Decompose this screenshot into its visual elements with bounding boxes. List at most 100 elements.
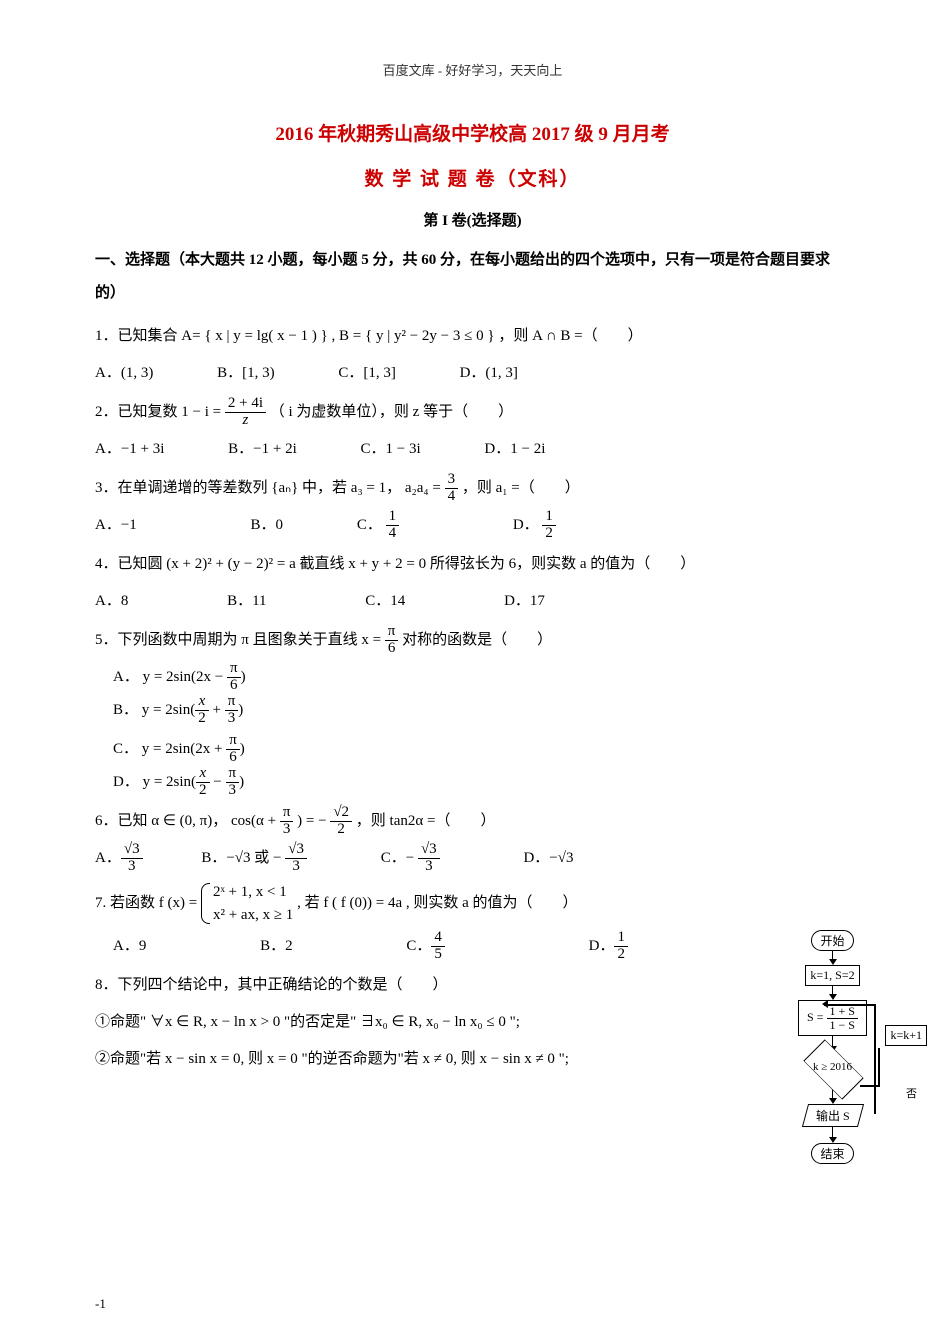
q5-B-d2: 3 — [225, 711, 239, 727]
question-1: 1．已知集合 A= { x | y = lg( x − 1 ) } , B = … — [95, 320, 850, 353]
question-4: 4．已知圆 (x + 2)² + (y − 2)² = a 截直线 x + y … — [95, 548, 850, 581]
fc-line — [832, 1036, 834, 1046]
q1-label: 1．已知集合 — [95, 328, 178, 344]
q6-d1: 3 — [280, 822, 294, 838]
q1-opt-D: D．(1, 3] — [460, 357, 518, 390]
q6-opt-C: C．− √33 — [381, 842, 440, 875]
q5-D-post: ) — [239, 774, 244, 790]
question-3: 3．在单调递增的等差数列 {aₙ} 中，若 a₃ = 1， a₂a₄ = 3 4… — [95, 472, 850, 505]
q1-then: ，则 A ∩ B =（ ） — [498, 328, 642, 344]
q7-opt-A: A．9 — [113, 930, 146, 963]
q6-A-den: 3 — [121, 859, 143, 875]
q7-D-num: 1 — [614, 930, 628, 947]
q5-A-den: 6 — [227, 678, 241, 694]
q5-A-num: π — [227, 661, 241, 678]
q5-D-pre: D． y = 2sin( — [113, 774, 196, 790]
q4-opt-D: D．17 — [504, 585, 545, 618]
q7-mid: , 若 f ( f (0)) = 4a , 则实数 a 的值为（ ） — [297, 895, 578, 911]
q5-B-post: ) — [238, 702, 243, 718]
q2-opt-D: D．1 − 2i — [484, 433, 545, 466]
q1-setA: A= — [181, 328, 200, 344]
q3-num: 3 — [445, 472, 459, 489]
q5-D-d1: 2 — [196, 783, 210, 799]
q6-d2: 2 — [330, 822, 352, 838]
fc-line — [874, 1004, 876, 1114]
fc-line — [824, 1004, 876, 1006]
question-5-options-row1: A． y = 2sin(2x − π6) B． y = 2sin(x2 + π3… — [95, 661, 850, 727]
q2-frac-num: 2 + 4i — [225, 396, 266, 413]
q6-post: ，则 tan2α =（ ） — [356, 813, 496, 829]
q6-B-den: 3 — [285, 859, 307, 875]
q7-opt-B: B．2 — [260, 930, 293, 963]
q7-C-den: 5 — [431, 947, 445, 963]
q6-opt-A: A．√33 — [95, 842, 143, 875]
q7-piecewise: 2ˣ + 1, x < 1 x² + ax, x ≥ 1 — [201, 881, 293, 926]
question-2: 2．已知复数 1 − i = 2 + 4i z （ i 为虚数单位），则 z 等… — [95, 396, 850, 429]
page-header: 百度文库 - 好好学习，天天向上 — [95, 60, 850, 79]
q7-C-num: 4 — [431, 930, 445, 947]
fc-decision: k ≥ 2016 — [794, 1052, 872, 1086]
fc-line — [832, 1127, 834, 1137]
q7-C-lbl: C． — [406, 938, 431, 954]
question-5: 5．下列函数中周期为 π 且图象关于直线 x = π 6 对称的函数是（ ） — [95, 624, 850, 657]
q6-B-lbl: B．−√3 或 − — [201, 850, 285, 866]
q6-opt-D: D．−√3 — [523, 842, 573, 875]
q5-C-post: ) — [240, 741, 245, 757]
fc-init: k=1, S=2 — [805, 965, 859, 986]
question-7: 7. 若函数 f (x) = 2ˣ + 1, x < 1 x² + ax, x … — [95, 881, 850, 926]
q5-B-d1: 2 — [195, 711, 209, 727]
q7-D-lbl: D． — [589, 938, 615, 954]
q4-opt-B: B．11 — [227, 585, 266, 618]
q3-opt-B: B．0 — [251, 509, 284, 542]
q6-C-den: 3 — [418, 859, 440, 875]
instruction-text: 一、选择题（本大题共 12 小题，每小题 5 分，共 60 分，在每小题给出的四… — [95, 244, 850, 310]
q5-A-pre: A． y = 2sin(2x − — [113, 669, 227, 685]
q2-opt-A: A．−1 + 3i — [95, 433, 164, 466]
q8-stmt-1: ①命题" ∀x ∈ R, x − ln x > 0 "的否定是" ∃x₀ ∈ R… — [95, 1006, 850, 1039]
fc-end: 结束 — [811, 1143, 853, 1164]
question-5-options-row2: C． y = 2sin(2x + π6) D． y = 2sin(x2 − π3… — [95, 733, 850, 799]
question-8: 8．下列四个结论中，其中正确结论的个数是（ ） — [95, 969, 850, 1002]
fc-cond-text: k ≥ 2016 — [794, 1061, 872, 1073]
q6-C-lbl: C．− — [381, 850, 418, 866]
fc-no-label: 否 — [906, 1085, 917, 1101]
fc-start: 开始 — [811, 930, 853, 951]
fc-line — [860, 1085, 880, 1087]
question-2-options: A．−1 + 3i B．−1 + 2i C．1 − 3i D．1 − 2i — [95, 433, 850, 466]
q5-B-n1: x — [195, 694, 209, 711]
q6-n1: π — [280, 805, 294, 822]
q1-setB-body: { y | y² − 2y − 3 ≤ 0 } — [365, 328, 495, 344]
question-1-options: A．(1, 3) B．[1, 3) C．[1, 3] D．(1, 3] — [95, 357, 850, 390]
q5-C-pre: C． y = 2sin(2x + — [113, 741, 226, 757]
q6-mid1: ) = − — [297, 813, 330, 829]
q5-num: π — [385, 624, 399, 641]
fc-line — [832, 986, 834, 994]
q5-C-num: π — [226, 733, 240, 750]
q7-row2: x² + ax, x ≥ 1 — [213, 904, 293, 927]
q5-opt-A: A． y = 2sin(2x − π6) — [113, 661, 433, 694]
q6-opt-B: B．−√3 或 − √33 — [201, 842, 307, 875]
q3-opt-A: A．−1 — [95, 509, 137, 542]
q5-pre: 5．下列函数中周期为 π 且图象关于直线 x = — [95, 632, 385, 648]
question-6: 6．已知 α ∈ (0, π)， cos(α + π3 ) = − √22 ，则… — [95, 805, 850, 838]
q5-B-mid: + — [209, 702, 225, 718]
q5-D-n2: π — [226, 766, 240, 783]
q5-opt-D: D． y = 2sin(x2 − π3) — [113, 766, 433, 799]
q3-C-den: 4 — [386, 526, 400, 542]
question-4-options: A．8 B．11 C．14 D．17 — [95, 585, 850, 618]
q5-C-den: 6 — [226, 750, 240, 766]
q4-opt-A: A．8 — [95, 585, 128, 618]
flowchart: 开始 k=1, S=2 S = 1 + S 1 − S k=k+1 k ≥ 20… — [750, 930, 915, 1210]
q5-frac: π 6 — [385, 624, 399, 657]
q2-lhs: 1 − i = — [181, 404, 221, 420]
arrow-left-icon — [822, 1000, 828, 1008]
q5-D-d2: 3 — [226, 783, 240, 799]
q2-mid: （ i 为虚数单位），则 z 等于（ ） — [270, 404, 513, 420]
q7-pre: 7. 若函数 f (x) = — [95, 895, 201, 911]
q3-text: 3．在单调递增的等差数列 {aₙ} 中，若 a₃ = 1， a₂a₄ = — [95, 480, 445, 496]
q1-opt-B: B．[1, 3) — [217, 357, 275, 390]
q5-B-n2: π — [225, 694, 239, 711]
q5-B-pre: B． y = 2sin( — [113, 702, 195, 718]
page-number: -1 — [95, 1296, 106, 1312]
q5-D-n1: x — [196, 766, 210, 783]
